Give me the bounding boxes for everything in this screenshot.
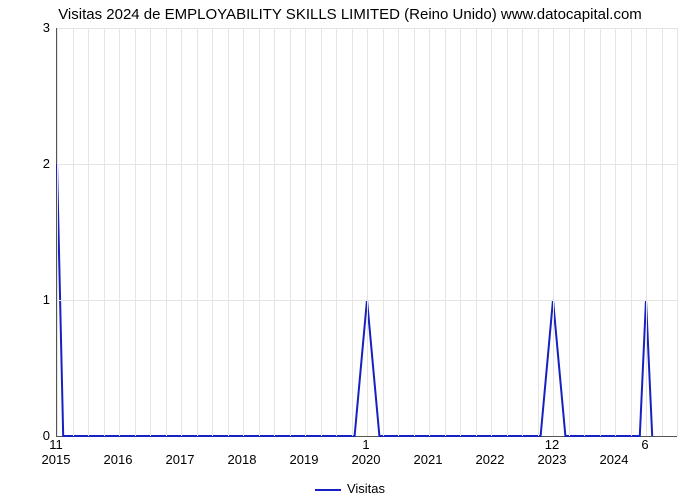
x-tick-label: 2021 xyxy=(414,452,443,467)
value-label: 1 xyxy=(362,437,369,452)
legend-swatch xyxy=(315,489,341,491)
y-tick-label: 2 xyxy=(10,156,50,171)
gridline-v xyxy=(228,28,229,436)
gridline-v xyxy=(181,28,182,436)
gridline-v xyxy=(615,28,616,436)
gridline-v xyxy=(646,28,647,436)
gridline-v xyxy=(274,28,275,436)
gridline-v xyxy=(212,28,213,436)
x-tick-label: 2015 xyxy=(42,452,71,467)
gridline-v xyxy=(538,28,539,436)
gridline-v xyxy=(321,28,322,436)
value-label: 11 xyxy=(49,437,63,452)
gridline-v xyxy=(569,28,570,436)
gridline-v xyxy=(135,28,136,436)
x-tick-label: 2018 xyxy=(228,452,257,467)
gridline-v xyxy=(600,28,601,436)
chart-title: Visitas 2024 de EMPLOYABILITY SKILLS LIM… xyxy=(0,6,700,23)
gridline-v xyxy=(429,28,430,436)
y-tick-label: 0 xyxy=(10,428,50,443)
gridline-v xyxy=(383,28,384,436)
gridline-v xyxy=(476,28,477,436)
gridline-v xyxy=(631,28,632,436)
gridline-v xyxy=(445,28,446,436)
gridline-v xyxy=(73,28,74,436)
gridline-v xyxy=(57,28,58,436)
gridline-v xyxy=(491,28,492,436)
x-tick-label: 2016 xyxy=(104,452,133,467)
gridline-v xyxy=(150,28,151,436)
plot-area xyxy=(56,28,677,437)
gridline-v xyxy=(104,28,105,436)
value-label: 6 xyxy=(641,437,648,452)
y-tick-label: 3 xyxy=(10,20,50,35)
chart-container: { "chart": { "type": "line", "title": "V… xyxy=(0,0,700,500)
x-tick-label: 2020 xyxy=(352,452,381,467)
gridline-v xyxy=(197,28,198,436)
x-tick-label: 2019 xyxy=(290,452,319,467)
gridline-v xyxy=(243,28,244,436)
y-tick-label: 1 xyxy=(10,292,50,307)
gridline-v xyxy=(259,28,260,436)
x-tick-label: 2022 xyxy=(476,452,505,467)
gridline-v xyxy=(166,28,167,436)
gridline-v xyxy=(398,28,399,436)
x-tick-label: 2017 xyxy=(166,452,195,467)
gridline-v xyxy=(367,28,368,436)
gridline-v xyxy=(352,28,353,436)
gridline-v xyxy=(522,28,523,436)
gridline-v xyxy=(414,28,415,436)
gridline-v xyxy=(88,28,89,436)
x-tick-label: 2024 xyxy=(600,452,629,467)
gridline-v xyxy=(677,28,678,436)
gridline-v xyxy=(119,28,120,436)
gridline-v xyxy=(290,28,291,436)
gridline-v xyxy=(507,28,508,436)
gridline-v xyxy=(662,28,663,436)
gridline-v xyxy=(584,28,585,436)
gridline-v xyxy=(305,28,306,436)
gridline-v xyxy=(553,28,554,436)
x-tick-label: 2023 xyxy=(538,452,567,467)
legend-label: Visitas xyxy=(347,481,385,496)
legend: Visitas xyxy=(0,481,700,496)
gridline-v xyxy=(460,28,461,436)
value-label: 12 xyxy=(545,437,559,452)
gridline-v xyxy=(336,28,337,436)
